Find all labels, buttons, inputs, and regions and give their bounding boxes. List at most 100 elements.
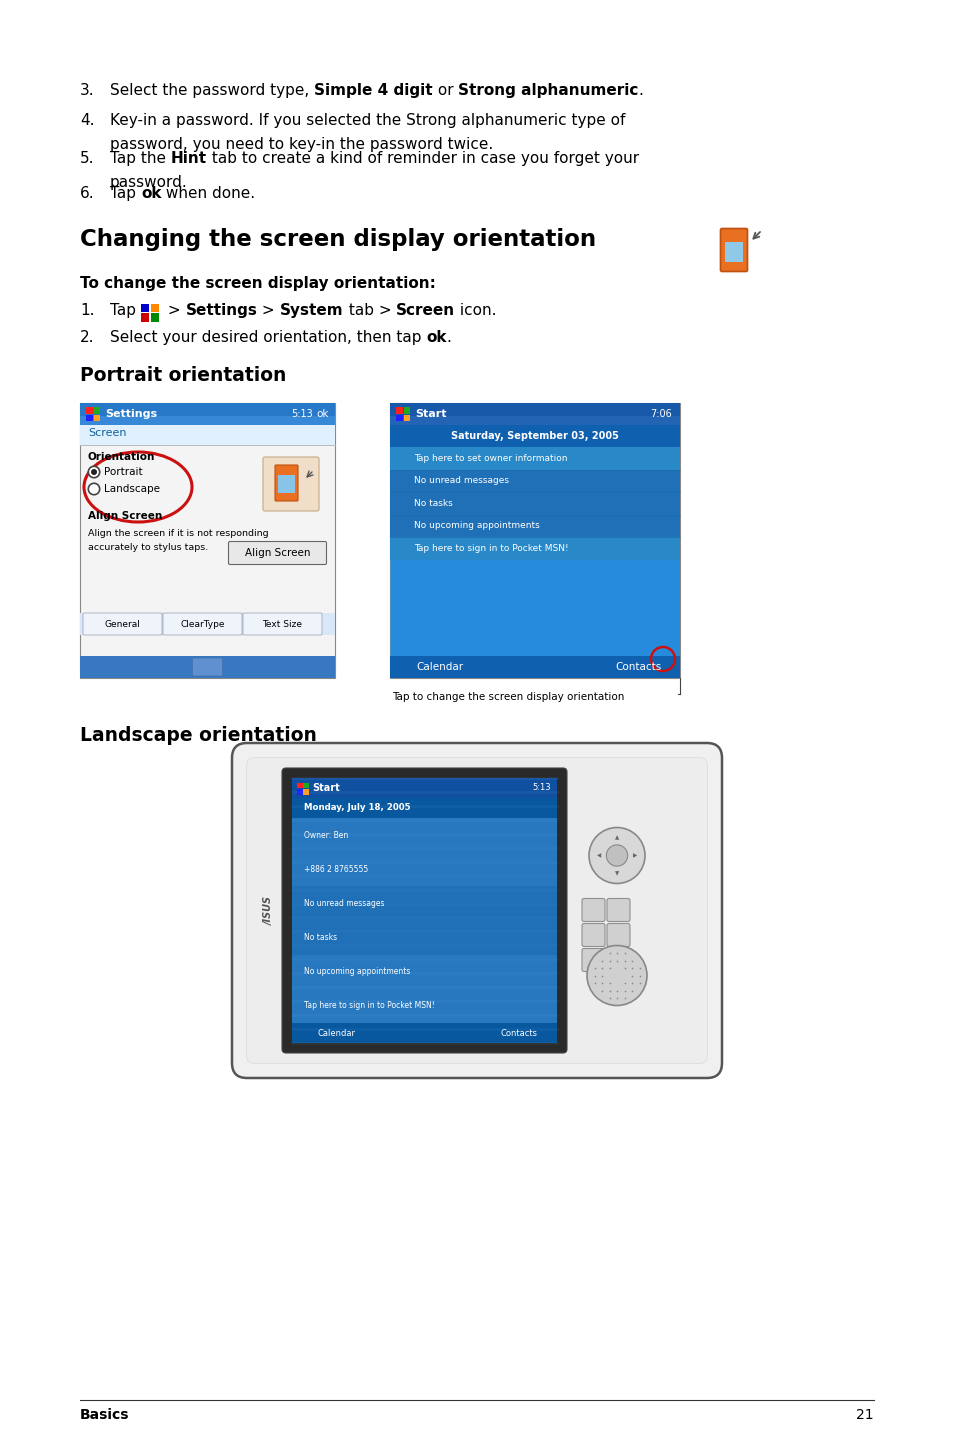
Text: 2.: 2. (80, 329, 94, 345)
Text: ▶: ▶ (633, 853, 637, 858)
Text: Monday, July 18, 2005: Monday, July 18, 2005 (304, 804, 410, 812)
Text: Start: Start (312, 784, 339, 792)
Text: when done.: when done. (161, 186, 255, 201)
Circle shape (89, 483, 100, 495)
Text: Strong alphanumeric: Strong alphanumeric (457, 83, 638, 98)
FancyBboxPatch shape (581, 899, 604, 922)
Bar (86, 407, 92, 414)
Text: Changing the screen display orientation: Changing the screen display orientation (80, 229, 596, 252)
Text: Orientation: Orientation (88, 452, 155, 462)
Bar (395, 414, 402, 421)
Bar (292, 989, 557, 1022)
FancyBboxPatch shape (274, 464, 297, 500)
Bar (292, 778, 557, 798)
Text: Tap to change the screen display orientation: Tap to change the screen display orienta… (392, 692, 623, 702)
Text: /ISUS: /ISUS (264, 896, 274, 925)
Bar (390, 447, 679, 469)
FancyBboxPatch shape (282, 768, 566, 1053)
Text: ok: ok (426, 329, 446, 345)
Bar (390, 515, 679, 536)
Text: Start: Start (415, 408, 446, 418)
Bar (390, 536, 679, 559)
Text: .: . (446, 329, 452, 345)
Text: .: . (638, 83, 643, 98)
Text: 5:13: 5:13 (291, 408, 313, 418)
Circle shape (606, 846, 627, 866)
Bar (296, 789, 302, 795)
Text: No upcoming appointments: No upcoming appointments (414, 521, 539, 531)
Bar (390, 403, 679, 426)
Bar (303, 789, 309, 795)
FancyBboxPatch shape (246, 758, 707, 1064)
Text: Select the password type,: Select the password type, (110, 83, 314, 98)
Text: icon.: icon. (455, 303, 497, 318)
Bar (292, 1022, 557, 1043)
Text: Tap the: Tap the (110, 151, 171, 165)
Bar (292, 778, 557, 1043)
Text: Align Screen: Align Screen (245, 548, 310, 558)
Text: Align Screen: Align Screen (88, 510, 162, 521)
Text: ◀: ◀ (596, 853, 600, 858)
Bar (292, 886, 557, 920)
Bar (292, 853, 557, 886)
Text: Screen: Screen (395, 303, 455, 318)
Bar (403, 414, 410, 421)
Text: Tap here to sign in to Pocket MSN!: Tap here to sign in to Pocket MSN! (304, 1001, 435, 1011)
Text: ok: ok (316, 408, 329, 418)
Text: Simple 4 digit: Simple 4 digit (314, 83, 433, 98)
FancyBboxPatch shape (606, 899, 629, 922)
Text: Landscape orientation: Landscape orientation (80, 726, 316, 745)
Text: Contacts: Contacts (615, 661, 660, 672)
FancyBboxPatch shape (163, 613, 242, 636)
Text: 1.: 1. (80, 303, 94, 318)
Text: No unread messages: No unread messages (414, 476, 509, 485)
Bar (80, 403, 335, 426)
Text: No tasks: No tasks (414, 499, 453, 508)
Text: Saturday, September 03, 2005: Saturday, September 03, 2005 (451, 431, 618, 441)
Text: No unread messages: No unread messages (304, 899, 384, 907)
FancyBboxPatch shape (581, 923, 604, 946)
Bar (93, 407, 100, 414)
Text: 6.: 6. (80, 186, 94, 201)
Bar (141, 313, 150, 322)
Bar (277, 475, 294, 493)
Text: tab >: tab > (343, 303, 395, 318)
Text: Tap: Tap (110, 186, 141, 201)
Bar (390, 554, 679, 677)
FancyBboxPatch shape (232, 743, 721, 1078)
Text: 5.: 5. (80, 151, 94, 165)
Bar (390, 403, 679, 677)
Bar (292, 818, 557, 853)
Text: Owner: Ben: Owner: Ben (304, 831, 348, 840)
Bar (390, 416, 679, 426)
Text: 21: 21 (856, 1408, 873, 1422)
Bar (390, 656, 679, 677)
Bar (296, 782, 302, 788)
Text: Tap here to set owner information: Tap here to set owner information (414, 454, 567, 463)
Text: 4.: 4. (80, 114, 94, 128)
Text: ▲: ▲ (615, 835, 618, 840)
Bar (80, 416, 335, 426)
Bar (93, 414, 100, 421)
Text: No upcoming appointments: No upcoming appointments (304, 968, 410, 976)
Bar (141, 303, 150, 312)
Bar (86, 414, 92, 421)
FancyBboxPatch shape (606, 949, 629, 972)
Text: To change the screen display orientation:: To change the screen display orientation… (80, 276, 436, 290)
Bar (80, 403, 335, 677)
Bar (395, 407, 402, 414)
Text: ClearType: ClearType (180, 620, 225, 628)
Bar (292, 920, 557, 955)
Bar (151, 313, 159, 322)
Text: Screen: Screen (88, 429, 127, 439)
Text: 5:13: 5:13 (532, 784, 551, 792)
Bar (724, 242, 742, 262)
Text: Portrait: Portrait (104, 467, 143, 477)
Circle shape (89, 466, 100, 477)
Text: >: > (163, 303, 186, 318)
Text: ok: ok (141, 186, 161, 201)
Text: or: or (433, 83, 457, 98)
Text: ▼: ▼ (615, 871, 618, 876)
Text: password, you need to key-in the password twice.: password, you need to key-in the passwor… (110, 137, 493, 152)
FancyBboxPatch shape (229, 542, 326, 565)
